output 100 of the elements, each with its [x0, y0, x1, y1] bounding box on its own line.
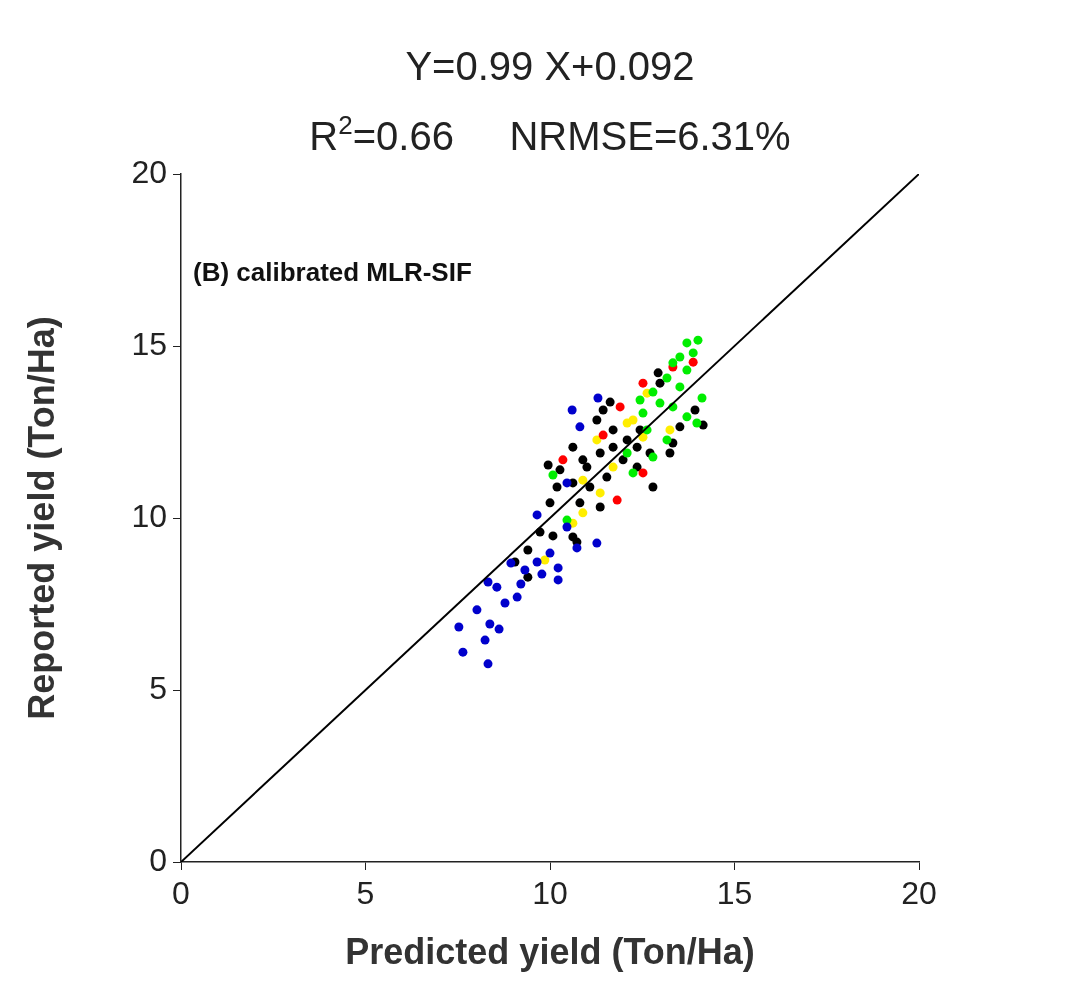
point: [688, 357, 698, 367]
y-tick-label: 20: [131, 153, 167, 190]
y-tick-label: 15: [131, 325, 167, 362]
point: [662, 373, 672, 383]
point: [602, 472, 612, 482]
point: [562, 478, 572, 488]
point: [635, 395, 645, 405]
point: [692, 418, 702, 428]
point: [516, 579, 526, 589]
point: [622, 435, 632, 445]
point: [595, 448, 605, 458]
point: [545, 498, 555, 508]
point: [540, 555, 550, 565]
point: [523, 572, 533, 582]
x-axis-title: Predicted yield (Ton/Ha): [345, 931, 755, 973]
point: [585, 482, 595, 492]
point: [653, 368, 663, 378]
point: [500, 598, 510, 608]
point: [690, 405, 700, 415]
point: [682, 365, 692, 375]
point: [582, 462, 592, 472]
point: [648, 482, 658, 492]
point: [638, 378, 648, 388]
point: [523, 545, 533, 555]
point: [553, 563, 563, 573]
point: [608, 425, 618, 435]
y-tick-label: 0: [149, 841, 167, 878]
point: [537, 569, 547, 579]
point: [682, 338, 692, 348]
point: [632, 442, 642, 452]
point: [655, 378, 665, 388]
point: [575, 498, 585, 508]
point: [628, 415, 638, 425]
point: [567, 405, 577, 415]
point: [628, 468, 638, 478]
point: [592, 435, 602, 445]
point: [454, 622, 464, 632]
point: [543, 460, 553, 470]
point: [532, 510, 542, 520]
point: [558, 455, 568, 465]
point: [548, 470, 558, 480]
point: [693, 335, 703, 345]
point: [665, 448, 675, 458]
point: [552, 482, 562, 492]
point: [697, 393, 707, 403]
point: [665, 425, 675, 435]
point: [605, 397, 615, 407]
point: [592, 415, 602, 425]
point: [668, 358, 678, 368]
point: [512, 592, 522, 602]
point: [483, 577, 493, 587]
point: [655, 398, 665, 408]
x-tick-label: 0: [172, 875, 190, 912]
point: [548, 531, 558, 541]
point: [483, 659, 493, 669]
point: [682, 412, 692, 422]
point: [568, 442, 578, 452]
point: [578, 475, 588, 485]
point: [562, 522, 572, 532]
point: [458, 647, 468, 657]
point: [578, 508, 588, 518]
point: [595, 502, 605, 512]
point: [520, 565, 530, 575]
point: [662, 435, 672, 445]
point: [638, 468, 648, 478]
x-tick-label: 15: [716, 875, 753, 912]
point: [553, 575, 563, 585]
point: [578, 455, 588, 465]
point: [675, 352, 685, 362]
point: [480, 635, 490, 645]
point: [598, 405, 608, 415]
point: [592, 538, 602, 548]
x-tick-label: 20: [901, 875, 937, 912]
y-tick-label: 5: [149, 669, 167, 706]
chart-title: Y=0.99 X+0.092: [405, 44, 695, 88]
point: [675, 382, 685, 392]
y-tick-label: 10: [131, 497, 167, 534]
x-tick-label: 5: [356, 875, 375, 912]
point: [545, 548, 555, 558]
point: [494, 624, 504, 634]
point: [485, 619, 495, 629]
point: [532, 557, 542, 567]
point: [618, 455, 628, 465]
point: [638, 408, 648, 418]
point: [598, 430, 608, 440]
point: [472, 605, 482, 615]
point: [675, 422, 685, 432]
point: [555, 465, 565, 475]
point: [506, 558, 516, 568]
point: [648, 387, 658, 397]
point: [608, 462, 618, 472]
x-tick-label: 10: [532, 875, 568, 912]
point: [492, 582, 502, 592]
point: [612, 495, 622, 505]
point: [593, 393, 603, 403]
point: [595, 488, 605, 498]
point: [615, 402, 625, 412]
annotation: (B) calibrated MLR-SIF: [193, 257, 472, 288]
point: [622, 448, 632, 458]
y-axis-title: Reported yield (Ton/Ha): [20, 316, 62, 720]
